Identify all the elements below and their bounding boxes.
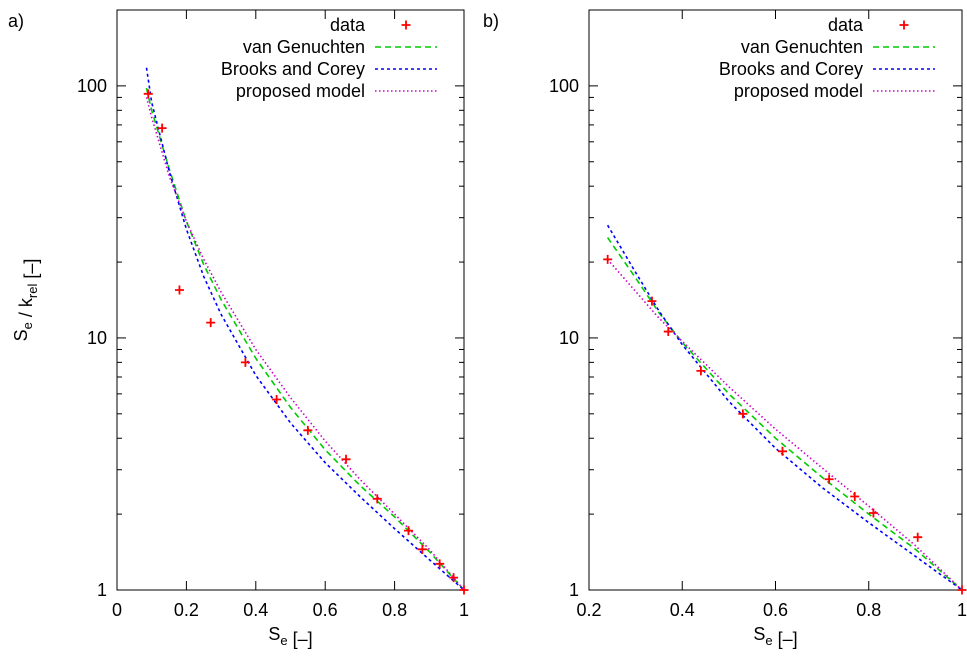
data-point bbox=[957, 585, 967, 595]
x-axis-label: Se [–] bbox=[753, 624, 797, 649]
x-axis-label: Se [–] bbox=[268, 624, 312, 649]
y-tick-label: 10 bbox=[559, 328, 579, 348]
x-tick-label: 0.4 bbox=[670, 600, 695, 620]
y-axis-label: Se / krel [–] bbox=[11, 259, 41, 342]
data-point bbox=[435, 559, 445, 569]
x-tick-label: 0.8 bbox=[382, 600, 407, 620]
x-tick-label: 0.4 bbox=[243, 600, 268, 620]
data-point bbox=[777, 446, 787, 456]
data-point bbox=[850, 491, 860, 501]
x-tick-label: 0 bbox=[112, 600, 122, 620]
legend-label: van Genuchten bbox=[243, 37, 365, 57]
legend-label: Brooks and Corey bbox=[221, 59, 365, 79]
y-tick-label: 10 bbox=[87, 328, 107, 348]
legend-label: data bbox=[828, 15, 864, 35]
data-point bbox=[240, 357, 250, 367]
y-tick-label: 100 bbox=[77, 76, 107, 96]
legend-marker bbox=[899, 20, 909, 30]
data-point bbox=[868, 508, 878, 518]
panel-label: b) bbox=[483, 11, 499, 31]
data-point bbox=[372, 494, 382, 504]
legend-label: van Genuchten bbox=[741, 37, 863, 57]
data-point bbox=[272, 394, 282, 404]
data-point bbox=[303, 425, 313, 435]
x-tick-label: 0.2 bbox=[576, 600, 601, 620]
series-line-brooks-and-corey bbox=[606, 224, 962, 590]
data-point bbox=[738, 409, 748, 419]
data-point bbox=[603, 254, 613, 264]
x-tick-label: 0.6 bbox=[763, 600, 788, 620]
x-tick-label: 0.6 bbox=[313, 600, 338, 620]
x-tick-label: 0.8 bbox=[856, 600, 881, 620]
series-line-van-genuchten bbox=[606, 237, 962, 590]
data-point bbox=[663, 327, 673, 337]
series-line-van-genuchten bbox=[145, 87, 464, 590]
legend-label: Brooks and Corey bbox=[719, 59, 863, 79]
panel-label: a) bbox=[8, 11, 24, 31]
series-line-proposed-model bbox=[145, 97, 464, 590]
x-tick-label: 1 bbox=[957, 600, 967, 620]
legend-label: proposed model bbox=[236, 81, 365, 101]
x-tick-label: 1 bbox=[459, 600, 469, 620]
data-point bbox=[174, 285, 184, 295]
plot-area bbox=[606, 224, 962, 590]
data-point bbox=[449, 573, 459, 583]
plot-frame bbox=[116, 9, 465, 591]
data-point bbox=[417, 544, 427, 554]
data-point bbox=[341, 454, 351, 464]
legend-marker bbox=[401, 20, 411, 30]
data-point bbox=[696, 366, 706, 376]
data-point bbox=[647, 296, 657, 306]
chart-panel: a) 0 0.2 0.4 0.6 0.8 1 1 10 100 Se [–] Se / krel [–… bbox=[8, 9, 469, 649]
legend-label: proposed model bbox=[734, 81, 863, 101]
y-tick-label: 1 bbox=[569, 580, 579, 600]
data-point bbox=[459, 585, 469, 595]
data-point bbox=[143, 89, 153, 99]
y-tick-label: 100 bbox=[549, 76, 579, 96]
data-point bbox=[206, 318, 216, 328]
data-point bbox=[157, 123, 167, 133]
legend-label: data bbox=[330, 15, 366, 35]
data-point bbox=[913, 532, 923, 542]
series-line-brooks-and-corey bbox=[145, 67, 464, 590]
data-point bbox=[403, 526, 413, 536]
plot-area bbox=[145, 67, 464, 590]
x-tick-label: 0.2 bbox=[174, 600, 199, 620]
data-point bbox=[824, 474, 834, 484]
y-tick-label: 1 bbox=[97, 580, 107, 600]
series-line-proposed-model bbox=[606, 258, 962, 590]
